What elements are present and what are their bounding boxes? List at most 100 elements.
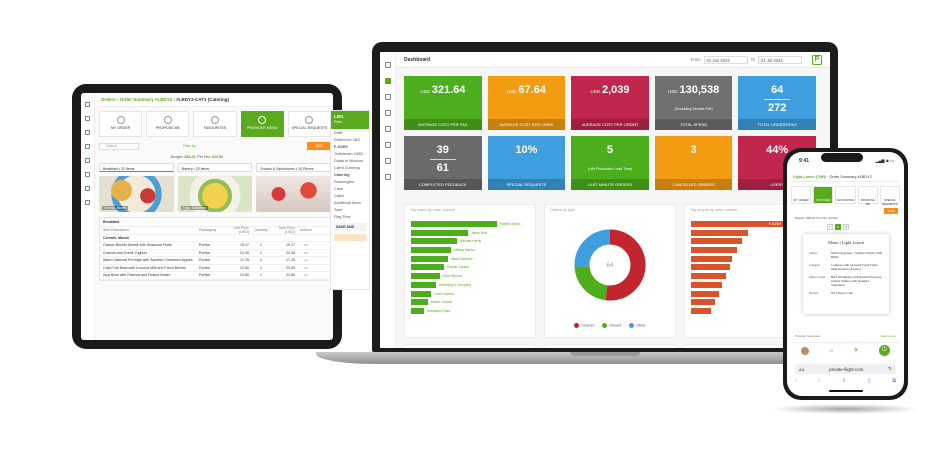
quantity-stepper[interactable]: 1: [260, 265, 262, 270]
from-date-input[interactable]: 01 Jan 2022: [703, 55, 748, 64]
home-icon[interactable]: [85, 116, 90, 121]
comment-icon[interactable]: ▭: [304, 273, 308, 278]
bar[interactable]: [691, 255, 733, 262]
card-provider-menu[interactable]: PROVIDER MENU: [813, 186, 834, 206]
bar[interactable]: Hemming & Company: [411, 281, 471, 288]
bar[interactable]: [691, 307, 712, 314]
forward-icon[interactable]: ›: [818, 378, 821, 384]
share-icon[interactable]: ⇪: [841, 378, 847, 384]
text-size-button[interactable]: AA: [799, 366, 805, 372]
bar[interactable]: [691, 264, 730, 271]
kpi-tile[interactable]: USD 2,039 AVERAGE COST PER ORDER: [571, 76, 649, 130]
bar[interactable]: Sophie Durand: [411, 264, 469, 271]
power-icon[interactable]: ⏻: [878, 345, 890, 356]
bar[interactable]: Amber Gordon: [411, 299, 452, 306]
bar[interactable]: Michael Harris: [411, 238, 481, 245]
filter-dropdown[interactable]: Filter by: [183, 144, 196, 148]
user-icon[interactable]: [384, 62, 391, 68]
bar[interactable]: Maria Martinez: [411, 255, 473, 262]
kpi-tile[interactable]: USD 321.64 AVERAGE COST PER PAX: [404, 76, 482, 130]
comment-icon[interactable]: ▭: [304, 243, 308, 248]
card-propose-me[interactable]: PROPOSE ME: [146, 111, 190, 137]
kpi-tile[interactable]: USD 130,538 (Excluding Service Fee) TOTAL S…: [654, 76, 733, 130]
back-icon[interactable]: ‹: [795, 378, 797, 384]
kpi-tile[interactable]: 64 272 TOTAL ORDERS/PAX: [738, 76, 816, 130]
add-button[interactable]: ADD: [307, 142, 331, 150]
donut-slice-other[interactable]: [574, 229, 646, 301]
document-icon[interactable]: [384, 142, 391, 148]
card-favourites[interactable]: FAVOURITES: [835, 186, 856, 204]
bar[interactable]: [691, 281, 723, 288]
bar[interactable]: [691, 299, 715, 306]
chart-icon[interactable]: [384, 158, 391, 164]
home-icon[interactable]: [384, 78, 391, 84]
page-button[interactable]: 2: [835, 224, 841, 230]
food-image-fruits[interactable]: [256, 176, 332, 212]
card-my-order[interactable]: MY ORDER: [791, 186, 812, 204]
to-date-input[interactable]: 01 Jul 2022: [758, 55, 802, 64]
save-button[interactable]: SAVE AND: [334, 223, 366, 231]
route-icon[interactable]: [384, 110, 391, 116]
card-provider-menu[interactable]: PROVIDER MENU: [240, 111, 284, 137]
add-button[interactable]: ADD: [884, 208, 898, 214]
food-image-eggs[interactable]: Eggs, Omelettes: [177, 176, 253, 212]
legend-item[interactable]: Owned: [602, 323, 621, 328]
browser-url-bar[interactable]: AA private-flight.com ↻: [795, 364, 896, 374]
chart-icon[interactable]: [85, 186, 90, 191]
bar[interactable]: Nina Petrovic: [411, 273, 462, 280]
quantity-stepper[interactable]: 1: [260, 243, 262, 248]
quantity-stepper[interactable]: 1: [260, 258, 262, 263]
card-my-order[interactable]: MY ORDER: [99, 111, 143, 137]
kpi-tile[interactable]: 39 61 COMPLETED FEEDBACK: [404, 136, 482, 190]
comment-icon[interactable]: ▭: [304, 250, 308, 255]
tab-breakfast[interactable]: Breakfast • 22 Items: [99, 163, 174, 172]
home-icon[interactable]: ⌂: [829, 347, 834, 354]
breadcrumb-orders[interactable]: Orders: [101, 97, 116, 102]
bar[interactable]: Jaime Ruiz: [411, 229, 487, 236]
reload-icon[interactable]: ↻: [888, 366, 892, 371]
document-icon[interactable]: [85, 172, 90, 177]
kpi-tile[interactable]: 5 (<8h Production Lead Time) LAST MINUTE O…: [571, 136, 649, 190]
card-favourites[interactable]: FAVOURITES: [193, 111, 237, 137]
bar[interactable]: Mikela Manko: [411, 247, 475, 254]
food-icon[interactable]: [384, 126, 391, 132]
breadcrumb-summary[interactable]: Order Summary #LBDY2: [119, 97, 173, 102]
comment-icon[interactable]: ▭: [304, 265, 308, 270]
bar[interactable]: Sebastian Huss: [411, 307, 450, 314]
settings-icon[interactable]: [85, 200, 90, 205]
search-input[interactable]: Search: [99, 142, 139, 150]
comment-icon[interactable]: ▭: [304, 258, 308, 263]
card-propose-me[interactable]: PROPOSE ME: [857, 186, 878, 206]
bookmarks-icon[interactable]: ▯: [867, 378, 871, 384]
kpi-tile[interactable]: 3 CANCELLED ORDERS: [654, 136, 733, 190]
plane-icon[interactable]: ✈: [853, 348, 859, 354]
bar[interactable]: [691, 290, 719, 297]
bar[interactable]: [691, 247, 738, 254]
quantity-stepper[interactable]: 1: [260, 250, 262, 255]
bar[interactable]: [691, 229, 749, 236]
card-special-requests[interactable]: SPECIAL REQUESTS: [287, 111, 332, 137]
tab-bakery[interactable]: Bakery • 23 Items: [177, 163, 253, 172]
food-image-cereals[interactable]: Cereals, Muesli: [99, 176, 174, 212]
card-special-requests[interactable]: SPECIAL REQUESTS: [879, 186, 901, 206]
page-button[interactable]: 3: [843, 224, 849, 230]
plane-icon[interactable]: [85, 130, 90, 135]
plane-icon[interactable]: [384, 94, 391, 100]
bar[interactable]: Leah Hoveda: [411, 290, 454, 297]
route-icon[interactable]: [85, 144, 90, 149]
kpi-tile[interactable]: USD 67.64 AVERAGE COST PER CREW: [487, 76, 566, 130]
bar[interactable]: F-GZBY: [691, 221, 784, 227]
tab-snacks[interactable]: Snacks & Sandwiches • 10 Pieces: [256, 163, 332, 172]
page-button[interactable]: 1: [827, 224, 833, 230]
bar[interactable]: [691, 238, 742, 245]
kpi-tile[interactable]: 10% SPECIAL REQUESTS: [487, 136, 566, 190]
confirm-button[interactable]: [334, 234, 366, 241]
quantity-stepper[interactable]: 1: [260, 273, 262, 278]
bar[interactable]: Roselie Malon: [411, 221, 520, 227]
legend-item[interactable]: Charter: [574, 323, 594, 328]
bar[interactable]: [691, 273, 726, 280]
legend-item[interactable]: Other: [629, 323, 646, 328]
tabs-icon[interactable]: ⧉: [892, 378, 896, 384]
food-icon[interactable]: [85, 158, 90, 163]
settings-icon[interactable]: [384, 174, 391, 180]
